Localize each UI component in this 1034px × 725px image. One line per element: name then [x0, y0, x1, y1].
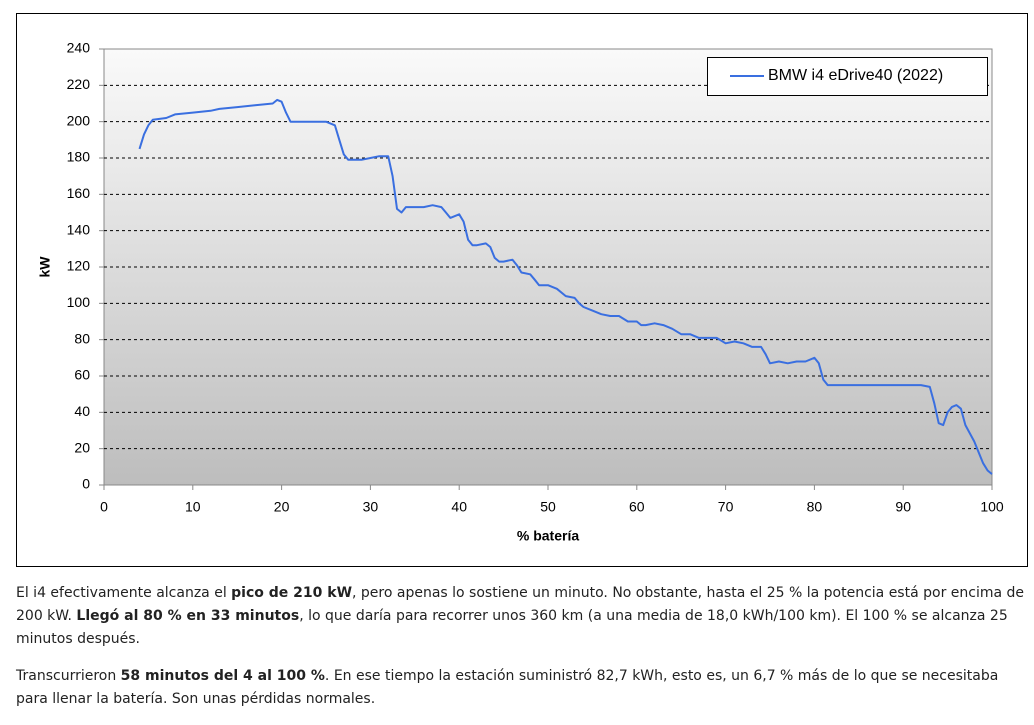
x-tick-label: 0 [100, 499, 108, 515]
y-tick-label: 100 [67, 294, 91, 310]
text: Transcurrieron [16, 668, 121, 684]
bold-text: pico de 210 kW [231, 585, 353, 601]
x-tick-label: 70 [718, 499, 734, 515]
x-tick-label: 80 [807, 499, 823, 515]
y-tick-label: 20 [74, 439, 90, 455]
y-tick-label: 200 [67, 112, 91, 128]
y-tick-label: 60 [74, 367, 90, 383]
text: , lo que daría para recorrer unos 360 km… [16, 608, 1008, 647]
y-tick-label: 180 [67, 149, 91, 165]
text: , pero apenas lo sostiene un minuto. No … [16, 585, 1025, 624]
paragraph: El i4 efectivamente alcanza el pico de 2… [16, 582, 1030, 651]
x-tick-label: 60 [629, 499, 645, 515]
x-axis-label: % batería [517, 528, 579, 544]
y-tick-label: 120 [67, 258, 91, 274]
y-tick-label: 40 [74, 403, 90, 419]
x-tick-label: 30 [363, 499, 379, 515]
x-tick-label: 40 [451, 499, 467, 515]
text: . En ese tiempo la estación suministró 8… [16, 668, 999, 707]
bold-text: 58 minutos del 4 al 100 % [120, 668, 325, 684]
legend-label: BMW i4 eDrive40 (2022) [768, 67, 943, 84]
y-tick-label: 240 [67, 40, 91, 56]
y-tick-label: 160 [67, 185, 91, 201]
text: El i4 efectivamente alcanza el [16, 585, 232, 601]
y-axis-label: kW [37, 256, 53, 278]
line [138, 98, 993, 475]
y-tick-label: 0 [82, 476, 90, 492]
x-tick-label: 20 [274, 499, 290, 515]
text-block: El i4 efectivamente alcanza el pico de 2… [16, 582, 1030, 725]
x-tick-label: 90 [895, 499, 911, 515]
chart: kW % batería 020406080100120140160180200… [16, 13, 1028, 567]
y-tick-label: 80 [74, 330, 90, 346]
x-tick-label: 100 [980, 499, 1004, 515]
paragraph: Transcurrieron 58 minutos del 4 al 100 %… [16, 665, 1030, 711]
legend-box [707, 57, 988, 96]
bold-text: Llegó al 80 % en 33 minutos [76, 608, 300, 624]
x-tick-label: 10 [185, 499, 201, 515]
x-tick-label: 50 [540, 499, 556, 515]
y-tick-label: 140 [67, 221, 91, 237]
y-tick-label: 220 [67, 76, 91, 92]
